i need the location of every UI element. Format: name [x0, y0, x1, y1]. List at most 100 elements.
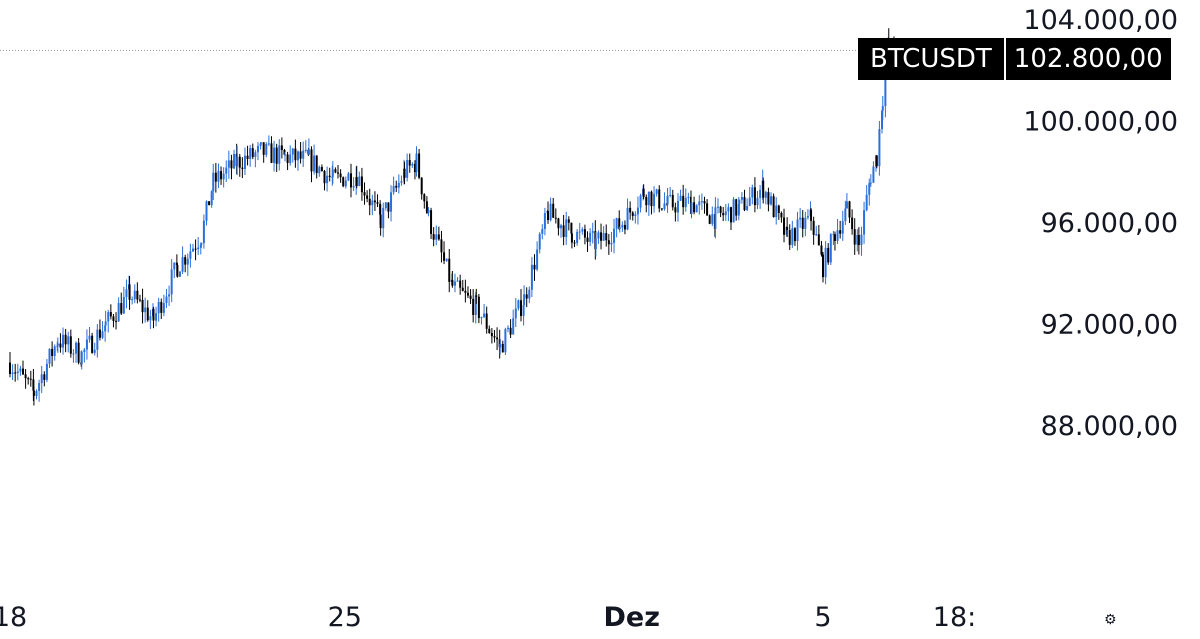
candle-body	[695, 205, 698, 213]
candle-body	[698, 201, 701, 206]
x-tick-label: 18:	[933, 602, 976, 633]
candle-body	[700, 201, 703, 203]
candle-body	[841, 221, 844, 234]
candle-body	[91, 335, 94, 353]
price-axis[interactable]: 104.000,00 100.000,00 96.000,00 92.000,00 88…	[1023, 5, 1178, 442]
candle-body	[737, 204, 740, 216]
candle-body	[504, 329, 507, 353]
candle-body	[262, 142, 265, 155]
candle-body	[249, 148, 252, 159]
candle-body	[562, 225, 565, 238]
candle-body	[38, 383, 41, 392]
candle-body	[443, 252, 446, 261]
y-tick-label: 100.000,00	[1023, 107, 1178, 138]
candle-body	[655, 189, 658, 194]
candle-body	[780, 212, 783, 218]
candle-body	[286, 154, 289, 163]
candle-body	[523, 294, 526, 306]
candle-body	[474, 295, 477, 315]
candle-body	[812, 220, 815, 235]
candle-body	[432, 234, 435, 240]
candle-body	[687, 196, 690, 198]
candle-body	[839, 230, 842, 234]
candle-body	[53, 346, 56, 357]
candle-body	[660, 208, 663, 210]
settings-gear-icon[interactable]: ⚙	[1104, 612, 1117, 628]
candle-body	[483, 313, 486, 318]
candle-body	[806, 215, 809, 218]
candle-body	[440, 239, 443, 253]
candle-body	[690, 202, 693, 214]
candle-body	[645, 196, 648, 206]
candle-body	[425, 201, 428, 213]
candle-body	[804, 217, 807, 229]
candle-body	[591, 231, 594, 233]
candle-body	[363, 192, 366, 196]
candle-body	[822, 254, 824, 278]
candle-body	[496, 337, 499, 340]
candle-body	[796, 219, 799, 242]
candle-body	[552, 203, 555, 218]
candle-body	[88, 335, 91, 340]
candle-body	[131, 299, 134, 301]
candle-body	[331, 176, 334, 178]
candle-body	[653, 193, 656, 207]
candle-body	[827, 247, 830, 263]
candle-body	[199, 244, 202, 248]
candle-body	[152, 308, 155, 321]
candle-body	[104, 325, 107, 332]
candle-body	[581, 229, 584, 232]
candle-body	[115, 320, 118, 322]
candle-body	[24, 374, 27, 379]
candle-body	[14, 372, 17, 374]
candle-body	[437, 234, 440, 240]
candle-body	[415, 153, 418, 173]
badge-separator	[1003, 38, 1006, 80]
candle-body	[85, 339, 88, 350]
candle-body	[583, 229, 586, 238]
candle-body	[310, 149, 313, 172]
y-tick-label: 88.000,00	[1041, 411, 1178, 442]
candle-body	[618, 227, 621, 230]
candle-body	[469, 295, 472, 299]
candle-body	[75, 342, 78, 354]
candle-body	[461, 287, 464, 291]
candle-body	[810, 209, 813, 221]
candle-body	[392, 185, 395, 193]
candle-body	[296, 151, 299, 161]
candle-body	[93, 349, 96, 353]
candle-body	[501, 343, 504, 353]
candle-body	[267, 143, 270, 145]
candle-body	[230, 160, 233, 169]
candle-body	[642, 188, 645, 197]
candle-body	[96, 329, 99, 350]
candle-body	[711, 214, 714, 224]
candle-body	[350, 173, 353, 188]
candle-body	[801, 217, 804, 229]
candle-body	[260, 142, 263, 144]
candle-body	[764, 192, 767, 198]
candle-body	[112, 316, 115, 321]
candle-body	[344, 180, 347, 187]
candle-body	[881, 106, 884, 111]
time-axis[interactable]: 18 25 Dez 5 18:	[0, 602, 976, 633]
candle-body	[430, 210, 433, 235]
candle-body	[251, 148, 254, 157]
candle-body	[406, 160, 409, 178]
candle-body	[693, 202, 696, 213]
candle-body	[22, 368, 24, 375]
candle-body	[541, 228, 544, 234]
candle-body	[536, 249, 539, 270]
candle-body	[355, 177, 358, 186]
candle-body	[347, 173, 350, 181]
candle-body	[382, 208, 385, 229]
candle-body	[570, 233, 573, 243]
candle-body	[770, 196, 773, 205]
candle-body	[751, 187, 754, 198]
candle-body	[610, 242, 613, 245]
candle-body	[829, 234, 832, 263]
candle-body	[785, 226, 788, 235]
candle-body	[706, 203, 709, 216]
candle-body	[29, 378, 32, 380]
